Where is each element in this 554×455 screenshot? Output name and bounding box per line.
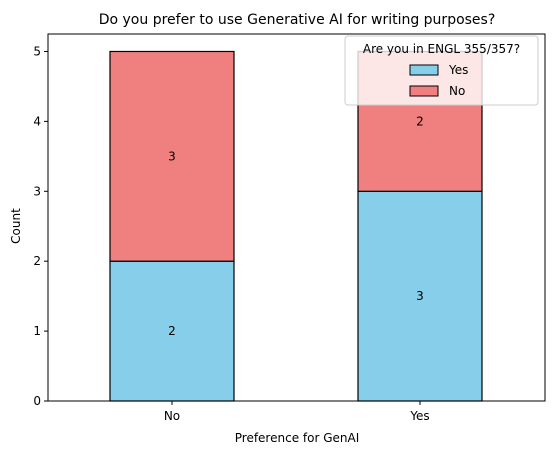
y-tick-label: 5 [33, 44, 41, 58]
y-tick-label: 3 [33, 184, 41, 198]
legend: Are you in ENGL 355/357? Yes No [344, 35, 539, 106]
legend-box [344, 35, 539, 106]
bar-no-no [109, 50, 235, 262]
data-label: 3 [416, 289, 424, 303]
legend-swatch-no [409, 85, 439, 97]
x-tick-label: No [164, 409, 180, 423]
y-tick-label: 2 [33, 254, 41, 268]
data-label: 2 [416, 114, 424, 128]
data-label: 3 [168, 149, 176, 163]
y-tick-label: 1 [33, 324, 41, 338]
data-label: 2 [168, 324, 176, 338]
bar-no-yes [109, 260, 235, 402]
y-axis-label: Count [9, 208, 23, 244]
legend-title: Are you in ENGL 355/357? [363, 42, 520, 56]
legend-label-no: No [449, 84, 465, 98]
y-tick-label: 0 [33, 394, 41, 408]
axes-frame [47, 33, 546, 402]
plot-area: 2 3 3 2 0 1 2 3 4 5 No Yes [33, 33, 546, 423]
y-tick-label: 4 [33, 114, 41, 128]
x-tick-label: Yes [409, 409, 429, 423]
legend-swatch-yes [409, 64, 439, 76]
chart-title: Do you prefer to use Generative AI for w… [99, 12, 496, 28]
legend-label-yes: Yes [448, 63, 468, 77]
x-axis-label: Preference for GenAI [235, 431, 360, 445]
